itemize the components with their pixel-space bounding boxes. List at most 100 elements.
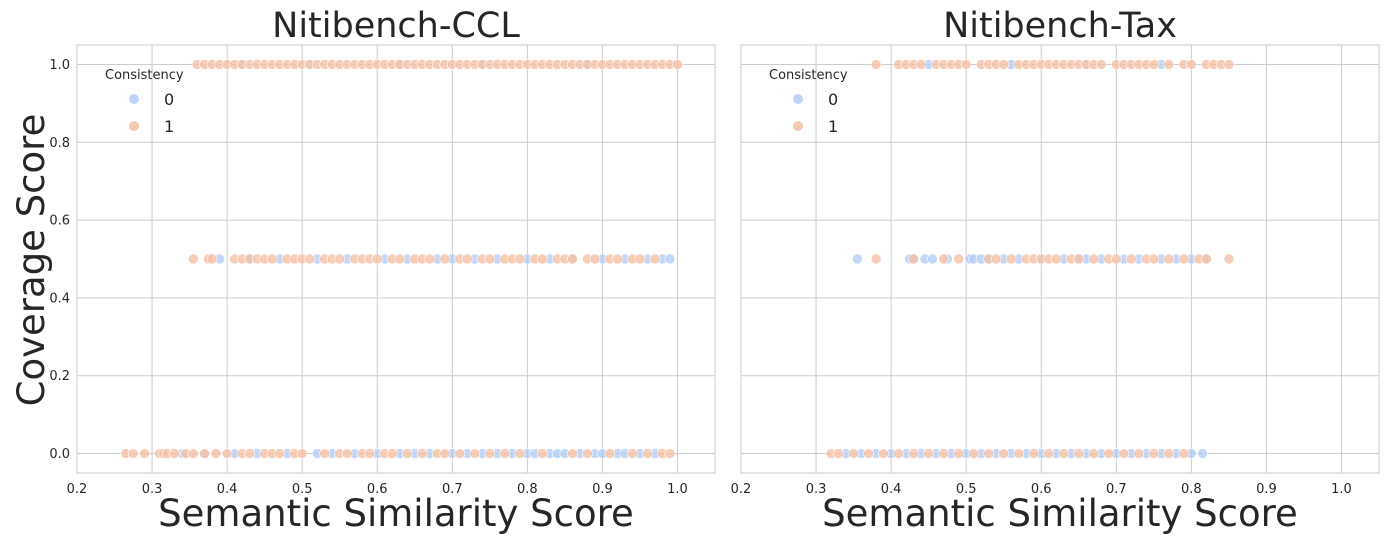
legend-label-0: 0 — [164, 90, 174, 109]
y-tick-label: 0.4 — [49, 291, 70, 306]
legend: Consistency 0 1 — [769, 68, 848, 136]
x-tick-label: 0.8 — [1181, 482, 1202, 497]
scatter-point-consistency-1 — [672, 59, 683, 70]
scatter-point-consistency-1 — [990, 253, 1002, 265]
plot-frame — [76, 44, 716, 474]
scatter-point-consistency-1 — [863, 448, 874, 459]
scatter-point-consistency-1 — [938, 253, 949, 265]
scatter-point-consistency-1 — [960, 59, 972, 70]
scatter-point-consistency-1 — [938, 448, 949, 459]
scatter-point-consistency-1 — [454, 448, 466, 459]
scatter-point-consistency-1 — [244, 448, 255, 459]
x-tick-label: 0.7 — [442, 482, 463, 497]
scatter-point-consistency-1 — [401, 448, 413, 459]
panel-nitibench-ccl: 0.2 0.3 0.4 0.5 0.6 0.7 0.8 0.9 1.0 0.0 0.2 0.4 0.6… — [10, 6, 716, 535]
scatter-point-consistency-1 — [1223, 253, 1235, 265]
scatter-point-consistency-1 — [1223, 59, 1235, 70]
scatter-point-consistency-0 — [1197, 448, 1208, 459]
y-tick-label: 0.0 — [49, 447, 70, 462]
scatter-point-consistency-1 — [484, 253, 496, 265]
x-tick-labels: 0.2 0.3 0.4 0.5 0.6 0.7 0.8 0.9 1.0 — [67, 482, 688, 497]
scatter-point-consistency-1 — [296, 448, 308, 459]
scatter-point-consistency-1 — [1028, 448, 1040, 459]
legend-label-1: 1 — [164, 117, 174, 136]
scatter-point-consistency-1 — [1163, 253, 1175, 265]
scatter-point-consistency-1 — [199, 448, 210, 459]
scatter-point-consistency-1 — [188, 253, 199, 265]
legend-marker-1 — [793, 121, 803, 131]
scatter-point-consistency-1 — [915, 59, 927, 70]
scatter-point-consistency-1 — [462, 253, 473, 265]
legend-title: Consistency — [769, 68, 848, 83]
x-tick-label: 0.3 — [142, 482, 163, 497]
scatter-point-consistency-1 — [612, 253, 623, 265]
scatter-point-consistency-1 — [394, 253, 406, 265]
chart-title: Nitibench-CCL — [272, 6, 520, 46]
scatter-point-consistency-1 — [589, 253, 601, 265]
x-tick-label: 0.4 — [217, 482, 238, 497]
scatter-point-consistency-1 — [567, 253, 578, 265]
scatter-point-consistency-1 — [139, 448, 150, 459]
x-tick-label: 0.8 — [517, 482, 538, 497]
x-tick-label: 0.5 — [956, 482, 977, 497]
scatter-point-consistency-1 — [127, 448, 139, 459]
scatter-point-consistency-0 — [927, 253, 938, 265]
scatter-point-consistency-1 — [439, 253, 451, 265]
scatter-point-consistency-1 — [1058, 448, 1070, 459]
scatter-point-consistency-1 — [424, 253, 436, 265]
x-tick-label: 0.7 — [1106, 482, 1127, 497]
scatter-point-consistency-1 — [364, 448, 376, 459]
scatter-point-consistency-1 — [537, 253, 548, 265]
y-axis-label: Coverage Score — [10, 114, 53, 407]
scatter-point-consistency-1 — [870, 59, 882, 70]
scatter-point-consistency-1 — [983, 448, 994, 459]
y-tick-label: 0.6 — [49, 214, 70, 229]
scatter-point-consistency-1 — [1005, 253, 1017, 265]
scatter-point-consistency-1 — [319, 448, 330, 459]
scatter-point-consistency-1 — [304, 253, 315, 265]
scatter-point-consistency-1 — [1163, 59, 1175, 70]
scatter-point-consistency-1 — [439, 448, 451, 459]
chart-title: Nitibench-Tax — [943, 6, 1177, 46]
plot-frame — [740, 44, 1380, 474]
x-axis-label: Semantic Similarity Score — [158, 492, 634, 535]
x-tick-label: 1.0 — [1331, 482, 1352, 497]
scatter-point-consistency-1 — [1148, 59, 1160, 70]
data-points — [825, 59, 1235, 459]
scatter-point-consistency-1 — [188, 448, 199, 459]
scatter-point-consistency-1 — [169, 448, 180, 459]
y-tick-label: 0.8 — [49, 136, 70, 151]
scatter-point-consistency-0 — [852, 253, 863, 265]
scatter-point-consistency-1 — [1088, 253, 1100, 265]
scatter-point-consistency-0 — [664, 253, 676, 265]
x-axis-label: Semantic Similarity Score — [822, 492, 1298, 535]
scatter-point-consistency-1 — [206, 253, 218, 265]
x-tick-label: 0.6 — [1031, 482, 1052, 497]
scatter-point-consistency-1 — [1126, 253, 1137, 265]
scatter-point-consistency-1 — [1118, 448, 1130, 459]
scatter-point-consistency-1 — [878, 448, 889, 459]
scatter-point-consistency-1 — [1163, 448, 1175, 459]
scatter-point-consistency-1 — [514, 253, 526, 265]
scatter-point-consistency-1 — [334, 253, 346, 265]
x-tick-label: 0.2 — [731, 482, 752, 497]
scatter-point-consistency-1 — [1148, 253, 1160, 265]
legend-marker-1 — [129, 121, 139, 131]
scatter-point-consistency-1 — [953, 448, 964, 459]
x-tick-label: 0.9 — [1256, 482, 1277, 497]
scatter-point-consistency-1 — [1103, 448, 1115, 459]
y-tick-label: 0.2 — [49, 369, 70, 384]
scatter-point-consistency-1 — [893, 448, 904, 459]
scatter-point-consistency-1 — [642, 448, 653, 459]
scatter-point-consistency-1 — [1133, 448, 1145, 459]
scatter-point-consistency-1 — [604, 448, 616, 459]
scatter-point-consistency-1 — [923, 448, 934, 459]
scatter-point-consistency-1 — [627, 448, 638, 459]
y-tick-labels: 0.0 0.2 0.4 0.6 0.8 1.0 — [49, 58, 70, 462]
scatter-point-consistency-1 — [634, 253, 646, 265]
scatter-point-consistency-1 — [833, 448, 844, 459]
x-tick-label: 0.3 — [806, 482, 827, 497]
scatter-point-consistency-1 — [649, 253, 661, 265]
scatter-point-consistency-1 — [1073, 253, 1085, 265]
scatter-point-consistency-1 — [1050, 253, 1062, 265]
